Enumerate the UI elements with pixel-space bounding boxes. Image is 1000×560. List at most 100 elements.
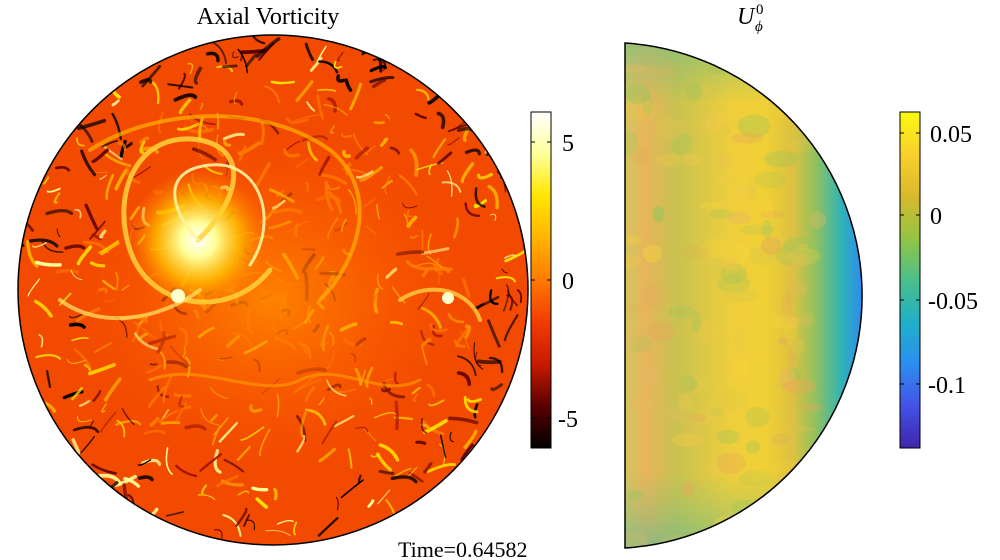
velocity-patch [633,146,650,165]
velocity-patch [625,64,650,73]
vorticity-filament [165,511,185,517]
vorticity-filament [190,124,208,131]
velocity-patch [805,46,815,68]
velocity-patch [664,60,679,80]
vorticity-filament [428,399,445,407]
vorticity-filament [74,208,82,219]
vorticity-filament [336,74,346,83]
velocity-patch [782,237,815,255]
vorticity-filament [251,486,269,492]
velocity-field [625,43,863,548]
vorticity-filament [439,434,447,459]
velocity-patch [714,532,740,539]
velocity-patch [625,83,650,105]
vorticity-filament [173,93,198,102]
velocity-patch [745,440,761,454]
vorticity-filament [457,355,477,377]
vorticity-filament [105,174,115,200]
velocity-patch [709,209,734,220]
vorticity-tick-5: 5 [562,131,574,157]
velocity-patch [790,138,813,153]
vorticity-filament [371,78,387,89]
velocity-patch [787,368,803,381]
vorticity-filament [377,489,391,505]
vorticity-filament [215,475,239,488]
vorticity-filament [460,162,475,184]
vorticity-filament [193,66,203,85]
vorticity-filament [285,117,309,124]
velocity-patch [770,439,794,448]
velocity-patch [652,207,665,223]
velocity-patch [778,337,789,345]
velocity-patch [625,100,656,121]
vorticity-filament [276,519,294,525]
velocity-patch [796,534,818,548]
vorticity-filament [306,101,316,112]
vorticity-filament [488,356,504,374]
velocity-patch [783,321,798,345]
vorticity-title: Axial Vorticity [197,4,339,30]
velocity-patch [625,329,642,345]
vorticity-filament [369,64,387,73]
vorticity-filament [394,468,412,478]
vorticity-filament [205,51,220,63]
velocity-patch [653,117,684,140]
velocity-patch [735,532,754,548]
velocity-tick-neg0-1: -0.1 [928,373,966,399]
velocity-patch [774,108,807,120]
velocity-patch [625,304,651,314]
velocity-patch [734,328,746,352]
vorticity-filament [415,440,427,445]
velocity-patch [785,250,809,271]
velocity-patch [719,530,741,538]
vorticity-filament [304,42,315,62]
vorticity-filament [490,383,504,392]
velocity-patch [678,245,710,258]
vorticity-filament [99,411,117,433]
vorticity-filament [111,99,120,107]
velocity-patch [726,55,750,75]
vorticity-filament [460,443,474,462]
vorticity-filament [409,148,419,177]
velocity-patch [747,179,758,200]
velocity-patch [647,66,667,77]
velocity-patch [701,401,715,425]
velocity-patch [629,397,654,411]
vorticity-filament [265,529,291,536]
vorticity-filament [423,462,433,474]
field-title-superscript: 0 [756,2,764,18]
velocity-patch [739,469,772,487]
velocity-patch [677,393,693,410]
velocity-patch [747,43,782,63]
velocity-patch [755,85,791,93]
velocity-patch [761,219,772,240]
velocity-patch [808,210,827,229]
velocity-patch [794,474,829,482]
velocity-tick-neg0-05: -0.05 [928,289,978,315]
vorticity-filament [333,60,343,69]
velocity-patch [798,403,823,412]
vorticity-filament [317,517,339,537]
velocity-patch [737,114,771,138]
velocity-patch [764,150,798,168]
field-title-subscript: ϕ [755,19,763,35]
vorticity-filament [370,454,381,458]
vorticity-filament [316,94,325,120]
velocity-patch [791,339,805,355]
vorticity-filament [31,242,47,248]
vorticity-filament [503,314,519,342]
vorticity-filament [92,389,102,402]
velocity-patch [639,284,665,308]
vorticity-filament [504,254,516,259]
velocity-patch [779,43,800,56]
velocity-patch [730,358,752,377]
velocity-patch [642,98,653,116]
vorticity-filament [436,111,446,130]
vorticity-filament [473,199,487,209]
vorticity-filament [28,238,59,248]
vorticity-filament [46,187,61,193]
velocity-patch [716,429,740,445]
vorticity-filament [233,91,238,105]
vorticity-filament [77,416,92,423]
velocity-patch [715,387,727,406]
